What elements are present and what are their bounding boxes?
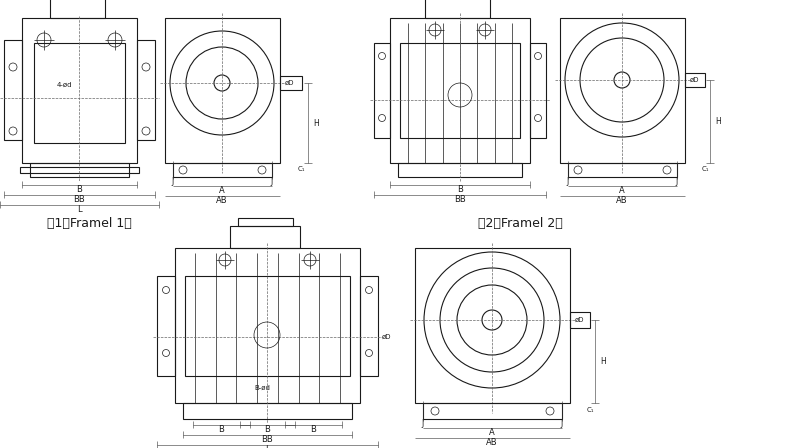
Text: A: A <box>219 185 225 194</box>
Text: BB: BB <box>454 194 466 203</box>
Text: L: L <box>77 204 81 214</box>
Bar <box>183 403 352 419</box>
Text: øD: øD <box>575 317 585 323</box>
Bar <box>400 43 520 138</box>
Bar <box>398 163 522 177</box>
Text: B: B <box>76 185 82 194</box>
Text: B: B <box>264 425 270 434</box>
Text: C₁: C₁ <box>587 407 595 413</box>
Bar <box>137 40 155 140</box>
Text: BB: BB <box>261 435 273 444</box>
Text: AB: AB <box>616 195 628 204</box>
Bar <box>360 276 378 376</box>
Text: B: B <box>310 425 316 434</box>
Bar <box>50 0 105 18</box>
Text: A: A <box>489 427 495 436</box>
Bar <box>238 218 293 226</box>
Bar <box>165 18 280 163</box>
Bar <box>173 163 272 177</box>
Text: B: B <box>457 185 463 194</box>
Text: C₁: C₁ <box>702 166 709 172</box>
Bar <box>530 43 546 138</box>
Text: 图1（Framel 1）: 图1（Framel 1） <box>47 216 131 229</box>
Text: AB: AB <box>486 438 498 447</box>
Bar <box>374 43 390 138</box>
Text: 图2（Framel 2）: 图2（Framel 2） <box>478 216 562 229</box>
Bar <box>20 167 139 173</box>
Text: J: J <box>271 177 273 185</box>
Bar <box>185 276 350 376</box>
Bar <box>425 0 490 18</box>
Bar <box>423 403 562 419</box>
Text: øD: øD <box>382 334 392 340</box>
Bar <box>568 163 677 177</box>
Bar <box>30 163 129 177</box>
Text: C₁: C₁ <box>298 166 306 172</box>
Text: J: J <box>567 177 569 185</box>
Text: AB: AB <box>216 195 228 204</box>
Bar <box>22 18 137 163</box>
Text: øD: øD <box>690 77 699 83</box>
Text: A: A <box>619 185 625 194</box>
Text: H: H <box>600 357 606 366</box>
Bar <box>34 43 125 143</box>
Bar <box>415 248 570 403</box>
Text: 4-ød: 4-ød <box>56 82 72 88</box>
Text: L: L <box>265 444 269 448</box>
Bar <box>157 276 175 376</box>
Bar <box>175 248 360 403</box>
Bar <box>390 18 530 163</box>
Text: H: H <box>715 116 720 125</box>
Bar <box>685 73 705 87</box>
Text: J: J <box>172 177 174 185</box>
Bar <box>4 40 22 140</box>
Bar <box>280 76 302 90</box>
Text: B: B <box>218 425 224 434</box>
Text: J: J <box>422 418 424 427</box>
Bar <box>230 226 300 248</box>
Text: J: J <box>561 418 563 427</box>
Bar <box>570 312 590 328</box>
Text: BB: BB <box>73 194 85 203</box>
Text: B-ød: B-ød <box>254 385 270 391</box>
Text: J: J <box>676 177 678 185</box>
Text: H: H <box>313 119 318 128</box>
Text: øD: øD <box>285 80 295 86</box>
Bar <box>560 18 685 163</box>
